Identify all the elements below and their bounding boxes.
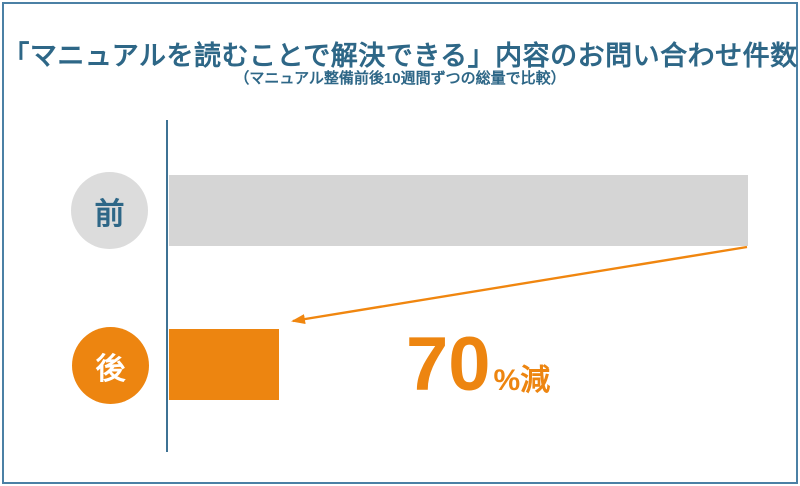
bar-after [169, 329, 279, 400]
reduction-annotation: 70 %減 [406, 327, 550, 403]
reduction-value: 70 [406, 322, 491, 407]
page-subtitle: （マニュアル整備前後10週間ずつの総量で比較） [234, 70, 566, 87]
category-label-after: 後 [95, 352, 126, 386]
reduction-suffix: %減 [493, 364, 551, 397]
category-label-before: 前 [94, 197, 125, 231]
page-title: 「マニュアルを読むことで解決できる」内容のお問い合わせ件数 [2, 41, 798, 72]
bar-before [169, 175, 748, 246]
category-badge-after: 後 [72, 327, 149, 404]
y-axis-line [166, 120, 168, 452]
category-badge-before: 前 [71, 172, 148, 249]
